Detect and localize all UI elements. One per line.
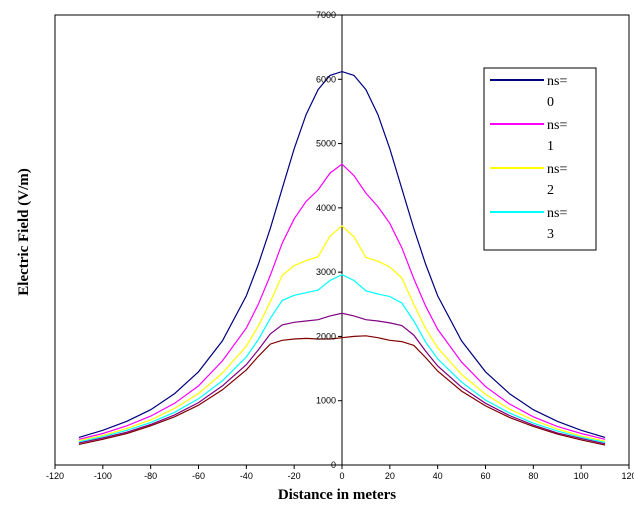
series-line-6 [78,335,606,446]
x-axis-title: Distance in meters [278,487,396,503]
x-tick-label: 40 [433,471,443,481]
legend-label-index: 2 [547,183,554,198]
series-line-1 [78,70,606,438]
x-tick-label: -80 [144,471,157,481]
x-tick-label: 100 [574,471,589,481]
legend-box [483,67,597,251]
x-tick-label: -100 [94,471,112,481]
x-tick-label: 80 [528,471,538,481]
y-tick-label: 4000 [316,203,336,213]
y-axis-title: Electric Field (V/m) [16,168,32,295]
x-tick-label: -60 [192,471,205,481]
y-tick-label: 7000 [316,10,336,20]
y-tick-label: 5000 [316,139,336,149]
series-line-5 [78,312,606,445]
x-tick-label: 0 [339,471,344,481]
series-layer [78,70,606,446]
legend-label: ns= [547,118,567,133]
axes [54,14,630,469]
legend-label: ns= [547,74,567,89]
x-tick-label: 120 [621,471,634,481]
x-tick-label: -120 [46,471,64,481]
x-tick-label: 60 [480,471,490,481]
y-tick-label: 0 [331,460,336,470]
legend-label: ns= [547,162,567,177]
x-tick-label: -20 [288,471,301,481]
series-line-4 [78,274,606,444]
y-tick-label: 6000 [316,74,336,84]
y-tick-label: 3000 [316,267,336,277]
legend-label-index: 3 [547,227,554,242]
series-line-3 [78,225,606,442]
tick-labels: -120-100-80-60-40-2002040608010012001000… [46,10,634,481]
legend: ns= 0 ns= 1 ns= 2 ns= 3 [483,67,597,251]
y-tick-label: 2000 [316,331,336,341]
x-tick-label: -40 [240,471,253,481]
legend-label-index: 1 [547,139,554,154]
x-tick-label: 20 [385,471,395,481]
legend-label-index: 0 [547,95,554,110]
legend-label: ns= [547,206,567,221]
y-tick-label: 1000 [316,396,336,406]
series-line-2 [78,163,606,440]
